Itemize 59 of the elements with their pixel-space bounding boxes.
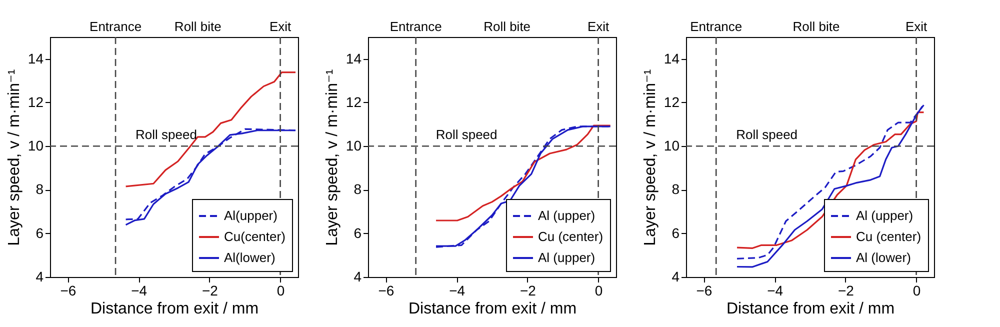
legend-label: Cu (center) bbox=[538, 229, 604, 244]
y-tick-label: 10 bbox=[346, 138, 362, 154]
y-tick-label: 8 bbox=[354, 181, 362, 198]
ref-line-label: Exit bbox=[587, 19, 610, 34]
x-tick-label: −2 bbox=[520, 282, 536, 298]
x-tick-label: −4 bbox=[449, 282, 466, 298]
y-tick-label: 8 bbox=[672, 181, 680, 198]
ref-line-label: Roll speed bbox=[136, 127, 197, 142]
y-tick-label: 14 bbox=[346, 50, 362, 66]
y-tick-label: 4 bbox=[36, 268, 44, 284]
x-tick-label: −6 bbox=[60, 282, 76, 298]
line-series bbox=[435, 124, 612, 222]
x-axis-title: Distance from exit / mm bbox=[726, 300, 895, 318]
ref-line-label: Entrance bbox=[690, 19, 742, 34]
ref-line-label: Roll speed bbox=[736, 127, 798, 142]
y-tick-label: 6 bbox=[36, 224, 44, 241]
x-tick-label: −6 bbox=[696, 282, 712, 298]
ref-line-label: Roll speed bbox=[436, 127, 498, 142]
y-axis-title: Layer speed, v / m·min⁻¹ bbox=[642, 69, 659, 246]
x-axis-title: Distance from exit / mm bbox=[90, 300, 259, 318]
y-tick-label: 12 bbox=[664, 94, 680, 110]
y-tick-label: 14 bbox=[664, 50, 680, 66]
text: Roll bite bbox=[174, 19, 222, 34]
y-tick-label: 12 bbox=[346, 94, 362, 110]
x-tick-label: −2 bbox=[838, 282, 854, 298]
x-tick-label: −4 bbox=[131, 282, 148, 298]
y-tick-label: 6 bbox=[672, 224, 680, 241]
text: Roll bite bbox=[792, 19, 840, 34]
legend-label: Al(upper) bbox=[224, 208, 278, 223]
y-tick-label: 10 bbox=[28, 138, 44, 154]
y-axis-title: Layer speed, v / m·min⁻¹ bbox=[324, 69, 341, 246]
line-series bbox=[125, 72, 296, 188]
y-tick-label: 10 bbox=[664, 138, 680, 154]
x-axis-title: Distance from exit / mm bbox=[408, 300, 577, 318]
y-tick-label: 8 bbox=[36, 181, 44, 198]
y-axis-title: Layer speed, v / m·min⁻¹ bbox=[6, 69, 23, 246]
legend-label: Al(lower) bbox=[224, 250, 276, 265]
ref-line-label: Entrance bbox=[390, 19, 442, 34]
x-tick-label: −6 bbox=[378, 282, 394, 298]
legend-label: Cu (center) bbox=[856, 229, 922, 244]
legend-label: Al (lower) bbox=[856, 250, 911, 265]
x-tick-label: −2 bbox=[202, 282, 218, 298]
ref-line-label: Exit bbox=[905, 19, 928, 34]
legend-label: Al (upper) bbox=[856, 208, 914, 223]
legend-label: Al (upper) bbox=[538, 208, 596, 223]
ref-line-label: Exit bbox=[269, 19, 292, 34]
ref-line-label: Entrance bbox=[90, 19, 142, 34]
x-tick-label: 0 bbox=[594, 282, 603, 298]
x-tick-label: 0 bbox=[912, 282, 921, 298]
legend-label: Al (upper) bbox=[538, 250, 596, 265]
y-tick-label: 6 bbox=[354, 224, 362, 241]
legend-label: Cu(center) bbox=[224, 229, 286, 244]
x-tick-label: −4 bbox=[767, 282, 784, 298]
y-tick-label: 4 bbox=[672, 268, 680, 284]
y-tick-label: 14 bbox=[28, 50, 44, 66]
y-tick-label: 4 bbox=[354, 268, 362, 284]
text: Roll bite bbox=[484, 19, 531, 34]
y-tick-label: 12 bbox=[28, 94, 44, 110]
x-tick-label: 0 bbox=[276, 282, 285, 298]
